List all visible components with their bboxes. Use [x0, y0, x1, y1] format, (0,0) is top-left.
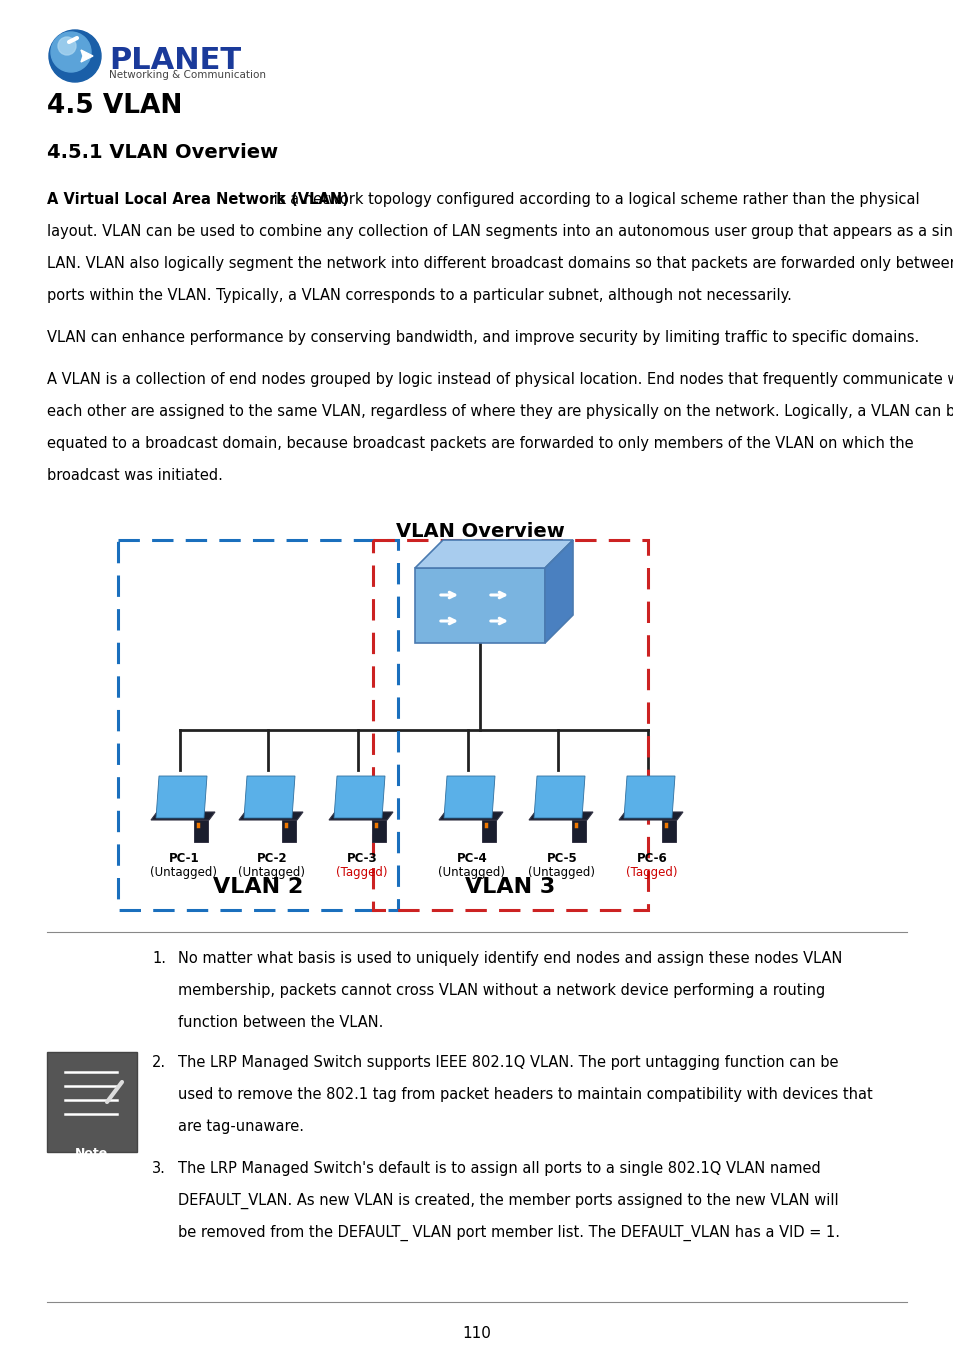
Text: (Tagged): (Tagged): [335, 865, 387, 879]
Text: Note: Note: [75, 1148, 109, 1160]
Bar: [661, 819, 676, 842]
FancyBboxPatch shape: [47, 1052, 137, 1152]
Circle shape: [51, 32, 91, 72]
Text: (Untagged): (Untagged): [438, 865, 505, 879]
Text: is a network topology configured according to a logical scheme rather than the p: is a network topology configured accordi…: [269, 192, 919, 207]
Circle shape: [49, 30, 101, 82]
Text: layout. VLAN can be used to combine any collection of LAN segments into an auton: layout. VLAN can be used to combine any …: [47, 224, 953, 239]
Text: function between the VLAN.: function between the VLAN.: [178, 1015, 383, 1030]
Text: (Tagged): (Tagged): [625, 865, 677, 879]
Text: (Untagged): (Untagged): [528, 865, 595, 879]
Text: PC-2: PC-2: [256, 852, 287, 865]
Text: ports within the VLAN. Typically, a VLAN corresponds to a particular subnet, alt: ports within the VLAN. Typically, a VLAN…: [47, 288, 791, 302]
Text: 2.: 2.: [152, 1054, 166, 1071]
Bar: [481, 819, 496, 842]
Text: VLAN can enhance performance by conserving bandwidth, and improve security by li: VLAN can enhance performance by conservi…: [47, 329, 919, 346]
Polygon shape: [443, 776, 495, 818]
Polygon shape: [529, 811, 593, 819]
Text: (Untagged): (Untagged): [151, 865, 217, 879]
Text: PLANET: PLANET: [109, 46, 241, 76]
Polygon shape: [534, 776, 584, 818]
Polygon shape: [415, 540, 573, 568]
Text: Networking & Communication: Networking & Communication: [109, 70, 266, 80]
Text: each other are assigned to the same VLAN, regardless of where they are physicall: each other are assigned to the same VLAN…: [47, 404, 953, 418]
Bar: [282, 819, 295, 842]
Polygon shape: [438, 811, 502, 819]
Polygon shape: [618, 811, 682, 819]
Text: PC-4: PC-4: [456, 852, 487, 865]
Polygon shape: [544, 540, 573, 643]
Text: membership, packets cannot cross VLAN without a network device performing a rout: membership, packets cannot cross VLAN wi…: [178, 983, 824, 998]
Text: No matter what basis is used to uniquely identify end nodes and assign these nod: No matter what basis is used to uniquely…: [178, 950, 841, 967]
Text: PC-1: PC-1: [169, 852, 199, 865]
Text: 3.: 3.: [152, 1161, 166, 1176]
Bar: [193, 819, 208, 842]
Text: The LRP Managed Switch's default is to assign all ports to a single 802.1Q VLAN : The LRP Managed Switch's default is to a…: [178, 1161, 820, 1176]
Text: 4.5.1 VLAN Overview: 4.5.1 VLAN Overview: [47, 143, 278, 162]
Bar: [372, 819, 386, 842]
Text: A VLAN is a collection of end nodes grouped by logic instead of physical locatio: A VLAN is a collection of end nodes grou…: [47, 373, 953, 387]
Text: are tag-unaware.: are tag-unaware.: [178, 1119, 304, 1134]
Polygon shape: [239, 811, 303, 819]
Circle shape: [58, 36, 76, 55]
Polygon shape: [244, 776, 294, 818]
Text: PC-3: PC-3: [346, 852, 377, 865]
Text: LAN. VLAN also logically segment the network into different broadcast domains so: LAN. VLAN also logically segment the net…: [47, 256, 953, 271]
Text: 1.: 1.: [152, 950, 166, 967]
Text: VLAN 3: VLAN 3: [465, 878, 555, 896]
Bar: [572, 819, 585, 842]
Polygon shape: [329, 811, 393, 819]
Polygon shape: [415, 568, 544, 643]
Text: used to remove the 802.1 tag from packet headers to maintain compatibility with : used to remove the 802.1 tag from packet…: [178, 1087, 872, 1102]
Text: broadcast was initiated.: broadcast was initiated.: [47, 468, 223, 483]
Text: PC-6: PC-6: [636, 852, 667, 865]
Text: DEFAULT_VLAN. As new VLAN is created, the member ports assigned to the new VLAN : DEFAULT_VLAN. As new VLAN is created, th…: [178, 1193, 838, 1210]
Polygon shape: [156, 776, 207, 818]
Text: A Virtual Local Area Network (VLAN): A Virtual Local Area Network (VLAN): [47, 192, 349, 207]
Text: 4.5 VLAN: 4.5 VLAN: [47, 93, 182, 119]
Polygon shape: [81, 50, 92, 62]
Text: (Untagged): (Untagged): [238, 865, 305, 879]
Text: PC-5: PC-5: [546, 852, 577, 865]
Polygon shape: [623, 776, 675, 818]
Polygon shape: [151, 811, 214, 819]
Text: 110: 110: [462, 1326, 491, 1341]
Text: The LRP Managed Switch supports IEEE 802.1Q VLAN. The port untagging function ca: The LRP Managed Switch supports IEEE 802…: [178, 1054, 838, 1071]
Text: VLAN 2: VLAN 2: [213, 878, 303, 896]
Text: VLAN Overview: VLAN Overview: [395, 522, 564, 541]
Polygon shape: [334, 776, 385, 818]
Text: equated to a broadcast domain, because broadcast packets are forwarded to only m: equated to a broadcast domain, because b…: [47, 436, 913, 451]
Text: be removed from the DEFAULT_ VLAN port member list. The DEFAULT_VLAN has a VID =: be removed from the DEFAULT_ VLAN port m…: [178, 1224, 840, 1241]
